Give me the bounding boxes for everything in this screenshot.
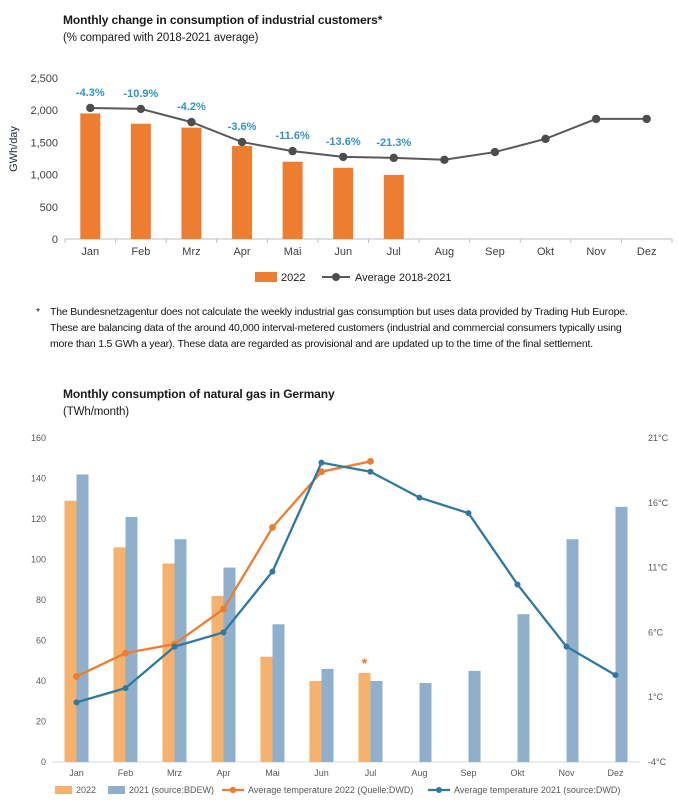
c1-average-line	[86, 103, 651, 164]
c2-temp-line-2021	[73, 459, 619, 706]
chart2-subtitle: (TWh/month)	[63, 406, 129, 418]
svg-text:Jul: Jul	[365, 768, 377, 778]
svg-text:Mai: Mai	[265, 768, 280, 778]
footnote: * The Bundesnetzagentur does not calcula…	[36, 304, 674, 352]
svg-text:120: 120	[31, 514, 46, 524]
legend-item-temp-2022: Average temperature 2022 (Quelle:DWD)	[222, 785, 413, 795]
svg-text:140: 140	[31, 474, 46, 484]
legend-item-bars-2022: 2022	[55, 785, 96, 795]
svg-text:11°C: 11°C	[648, 563, 668, 573]
svg-text:Average 2018-2021: Average 2018-2021	[355, 272, 451, 284]
svg-text:0: 0	[41, 757, 46, 767]
svg-text:1°C: 1°C	[648, 692, 664, 702]
chart1-title: Monthly change in consumption of industr…	[63, 13, 383, 27]
svg-text:Jul: Jul	[387, 246, 401, 258]
chart1-subtitle: (% compared with 2018-2021 average)	[63, 32, 259, 44]
svg-text:Mai: Mai	[284, 246, 302, 258]
svg-text:6°C: 6°C	[648, 627, 664, 637]
svg-text:2,500: 2,500	[30, 73, 58, 85]
legend-item-bars-2021: 2021 (source:BDEW)	[108, 785, 214, 795]
svg-text:Nov: Nov	[558, 768, 575, 778]
svg-text:1,000: 1,000	[30, 170, 58, 182]
legend-item-average-2018-2021: Average 2018-2021	[322, 272, 451, 284]
c1-pct-labels: -4.3% -10.9% -4.2% -3.6% -11.6% -13.6% -21.3%	[76, 87, 412, 149]
svg-text:Feb: Feb	[118, 768, 134, 778]
svg-text:Sep: Sep	[485, 246, 505, 258]
svg-text:Dez: Dez	[637, 246, 657, 258]
svg-text:Average temperature 2021 (sour: Average temperature 2021 (source:DWD)	[454, 785, 620, 795]
svg-text:Jun: Jun	[314, 768, 329, 778]
c2-right-axis-labels: -4°C 1°C 6°C 11°C 16°C 21°C	[648, 433, 669, 767]
c2-july-asterisk: *	[362, 655, 368, 671]
c2-x-axis-labels: Jan Feb Mrz Apr Mai Jun Jul Aug Sep Okt Nov Dez	[69, 768, 624, 778]
svg-text:160: 160	[31, 433, 46, 443]
footnote-line-1: The Bundesnetzagentur does not calculate…	[50, 306, 628, 318]
svg-text:-13.6%: -13.6%	[326, 136, 361, 148]
svg-text:16°C: 16°C	[648, 498, 669, 508]
svg-text:Jan: Jan	[69, 768, 84, 778]
c2-bars-2021	[76, 474, 628, 762]
footnote-text: The Bundesnetzagentur does not calculate…	[50, 304, 628, 352]
svg-text:Mrz: Mrz	[182, 246, 200, 258]
svg-text:-4.3%: -4.3%	[76, 87, 105, 99]
c1-y-axis-labels: 0 500 1,000 1,500 2,000 2,500	[30, 73, 58, 246]
svg-text:Jun: Jun	[334, 246, 352, 258]
c1-x-axis	[64, 238, 673, 243]
svg-text:-10.9%: -10.9%	[123, 88, 158, 100]
c2-temp-line-2022	[73, 457, 374, 680]
svg-text:-4°C: -4°C	[648, 757, 667, 767]
svg-text:2,000: 2,000	[30, 105, 58, 117]
svg-text:Aug: Aug	[435, 246, 455, 258]
svg-text:40: 40	[36, 676, 46, 686]
footnote-line-2: These are balancing data of the around 4…	[50, 322, 622, 334]
svg-text:Dez: Dez	[607, 768, 624, 778]
svg-text:GWh/day: GWh/day	[8, 126, 20, 172]
svg-text:*: *	[362, 655, 368, 671]
svg-text:-21.3%: -21.3%	[376, 137, 411, 149]
svg-text:Nov: Nov	[586, 246, 606, 258]
svg-text:21°C: 21°C	[648, 433, 669, 443]
svg-text:-4.2%: -4.2%	[177, 101, 206, 113]
c1-legend: 2022 Average 2018-2021	[255, 272, 451, 284]
svg-text:Average temperature 2022 (Quel: Average temperature 2022 (Quelle:DWD)	[248, 785, 413, 795]
svg-text:0: 0	[52, 234, 58, 246]
c2-legend: 2022 2021 (source:BDEW) Average temperatur…	[55, 785, 620, 795]
svg-text:1,500: 1,500	[30, 137, 58, 149]
svg-text:60: 60	[36, 636, 46, 646]
svg-text:Apr: Apr	[233, 246, 250, 258]
svg-text:2022: 2022	[281, 272, 305, 284]
svg-text:100: 100	[31, 555, 46, 565]
svg-text:-11.6%: -11.6%	[276, 130, 310, 142]
chart2-title: Monthly consumption of natural gas in Ge…	[63, 387, 335, 401]
c1-y-axis-title: GWh/day	[8, 126, 20, 172]
svg-text:2021 (source:BDEW): 2021 (source:BDEW)	[129, 785, 214, 795]
svg-text:Sep: Sep	[460, 768, 476, 778]
svg-text:Apr: Apr	[216, 768, 230, 778]
c2-left-axis-labels: 0 20 40 60 80 100 120 140 160	[31, 433, 46, 767]
svg-text:80: 80	[36, 595, 46, 605]
svg-text:2022: 2022	[76, 785, 96, 795]
svg-text:Okt: Okt	[537, 246, 554, 258]
svg-text:-3.6%: -3.6%	[228, 121, 257, 133]
svg-text:Okt: Okt	[510, 768, 525, 778]
c1-bars-2022	[80, 113, 404, 239]
svg-text:Jan: Jan	[81, 246, 99, 258]
svg-text:500: 500	[40, 202, 58, 214]
c2-bars-2022	[64, 500, 371, 762]
footnote-asterisk: *	[36, 306, 40, 318]
legend-item-temp-2021: Average temperature 2021 (source:DWD)	[428, 785, 620, 795]
footnote-line-3: more than 1.5 GWh a year). These data ar…	[50, 338, 593, 350]
c1-x-axis-labels: Jan Feb Mrz Apr Mai Jun Jul Aug Sep Okt Nov Dez	[81, 246, 656, 258]
svg-text:Mrz: Mrz	[167, 768, 182, 778]
svg-text:20: 20	[36, 717, 46, 727]
legend-item-2022: 2022	[255, 272, 305, 284]
svg-text:Feb: Feb	[131, 246, 150, 258]
svg-text:Aug: Aug	[411, 768, 427, 778]
